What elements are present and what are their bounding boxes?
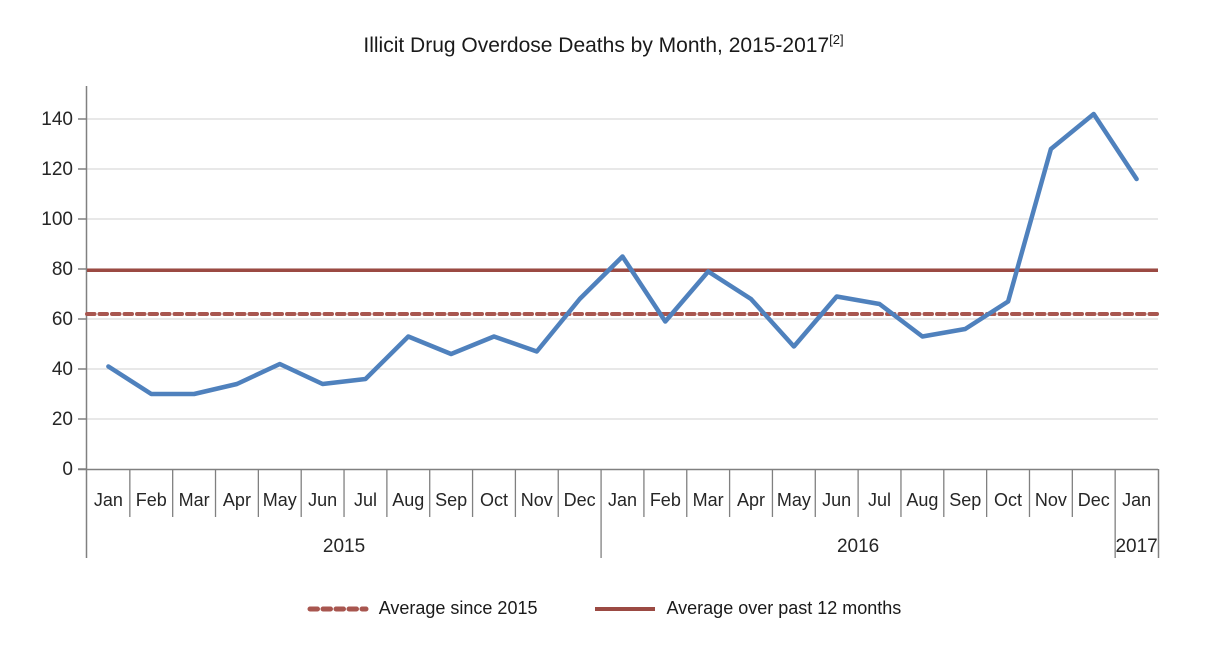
y-axis-tick-label: 140 [41, 109, 73, 130]
x-axis-month-label: Sep [949, 490, 981, 510]
data-series-line [106, 111, 1139, 397]
dashed-line-swatch-icon [307, 606, 369, 611]
x-axis-month-label: Apr [223, 490, 251, 510]
x-axis-month-label: Jun [308, 490, 337, 510]
x-axis-month-label: Aug [392, 490, 424, 510]
x-axis-month-label: Jul [868, 490, 891, 510]
reference-lines [85, 268, 1160, 316]
x-axis-month-label: Oct [480, 490, 508, 510]
x-axis-month-label: Sep [435, 490, 467, 510]
x-axis-month-label: Apr [737, 490, 765, 510]
y-axis-tick-label: 100 [41, 209, 73, 230]
x-axis-month-label: Dec [564, 490, 596, 510]
x-axis-month-label: Nov [521, 490, 553, 510]
x-axis-month-label: Jul [354, 490, 377, 510]
x-axis-month-label: Jan [608, 490, 637, 510]
y-axis-tick-label: 120 [41, 159, 73, 180]
axes [78, 86, 1160, 558]
legend-label: Average over past 12 months [666, 598, 902, 618]
x-axis-month-label: Mar [693, 490, 724, 510]
y-axis-tick-labels: 0 20 40 60 80 100 120 140 [41, 109, 73, 480]
x-axis-month-label: Jan [1122, 490, 1151, 510]
x-axis-month-label: Dec [1078, 490, 1110, 510]
chart-legend: Average since 2015 Average over past 12 … [0, 598, 1207, 619]
y-axis-tick-label: 0 [62, 459, 73, 480]
chart-title-text: Illicit Drug Overdose Deaths by Month, 2… [363, 34, 830, 57]
x-axis-month-label: Feb [136, 490, 167, 510]
x-axis-month-label: Jan [94, 490, 123, 510]
legend-label: Average since 2015 [378, 598, 538, 618]
monthly-deaths-line [106, 111, 1139, 397]
y-axis-tick-label: 60 [52, 309, 73, 330]
x-axis-labels: Jan Feb Mar Apr May Jun Jul Aug Sep Oct Nov Dec Jan F… [94, 490, 1158, 557]
y-axis-tick-label: 80 [52, 259, 73, 280]
chart-title-footnote-ref: [2] [829, 32, 844, 47]
x-axis-year-label: 2017 [1115, 536, 1157, 557]
x-axis-month-label: Oct [994, 490, 1022, 510]
x-axis-month-label: Feb [650, 490, 681, 510]
x-axis-month-label: May [777, 490, 811, 510]
x-axis-month-label: Aug [906, 490, 938, 510]
x-axis-month-label: May [263, 490, 297, 510]
y-axis-tick-label: 20 [52, 409, 73, 430]
legend-item-average-past-12-months: Average over past 12 months [593, 598, 901, 619]
x-axis-month-label: Jun [822, 490, 851, 510]
x-axis-month-label: Nov [1035, 490, 1067, 510]
x-axis-year-label: 2015 [323, 536, 365, 557]
legend-item-average-since-2015: Average since 2015 [306, 598, 538, 619]
solid-line-swatch-icon [595, 606, 656, 611]
chart-title: Illicit Drug Overdose Deaths by Month, 2… [0, 32, 1207, 58]
x-axis-year-label: 2016 [837, 536, 879, 557]
y-axis-tick-label: 40 [52, 359, 73, 380]
x-axis-month-label: Mar [179, 490, 210, 510]
